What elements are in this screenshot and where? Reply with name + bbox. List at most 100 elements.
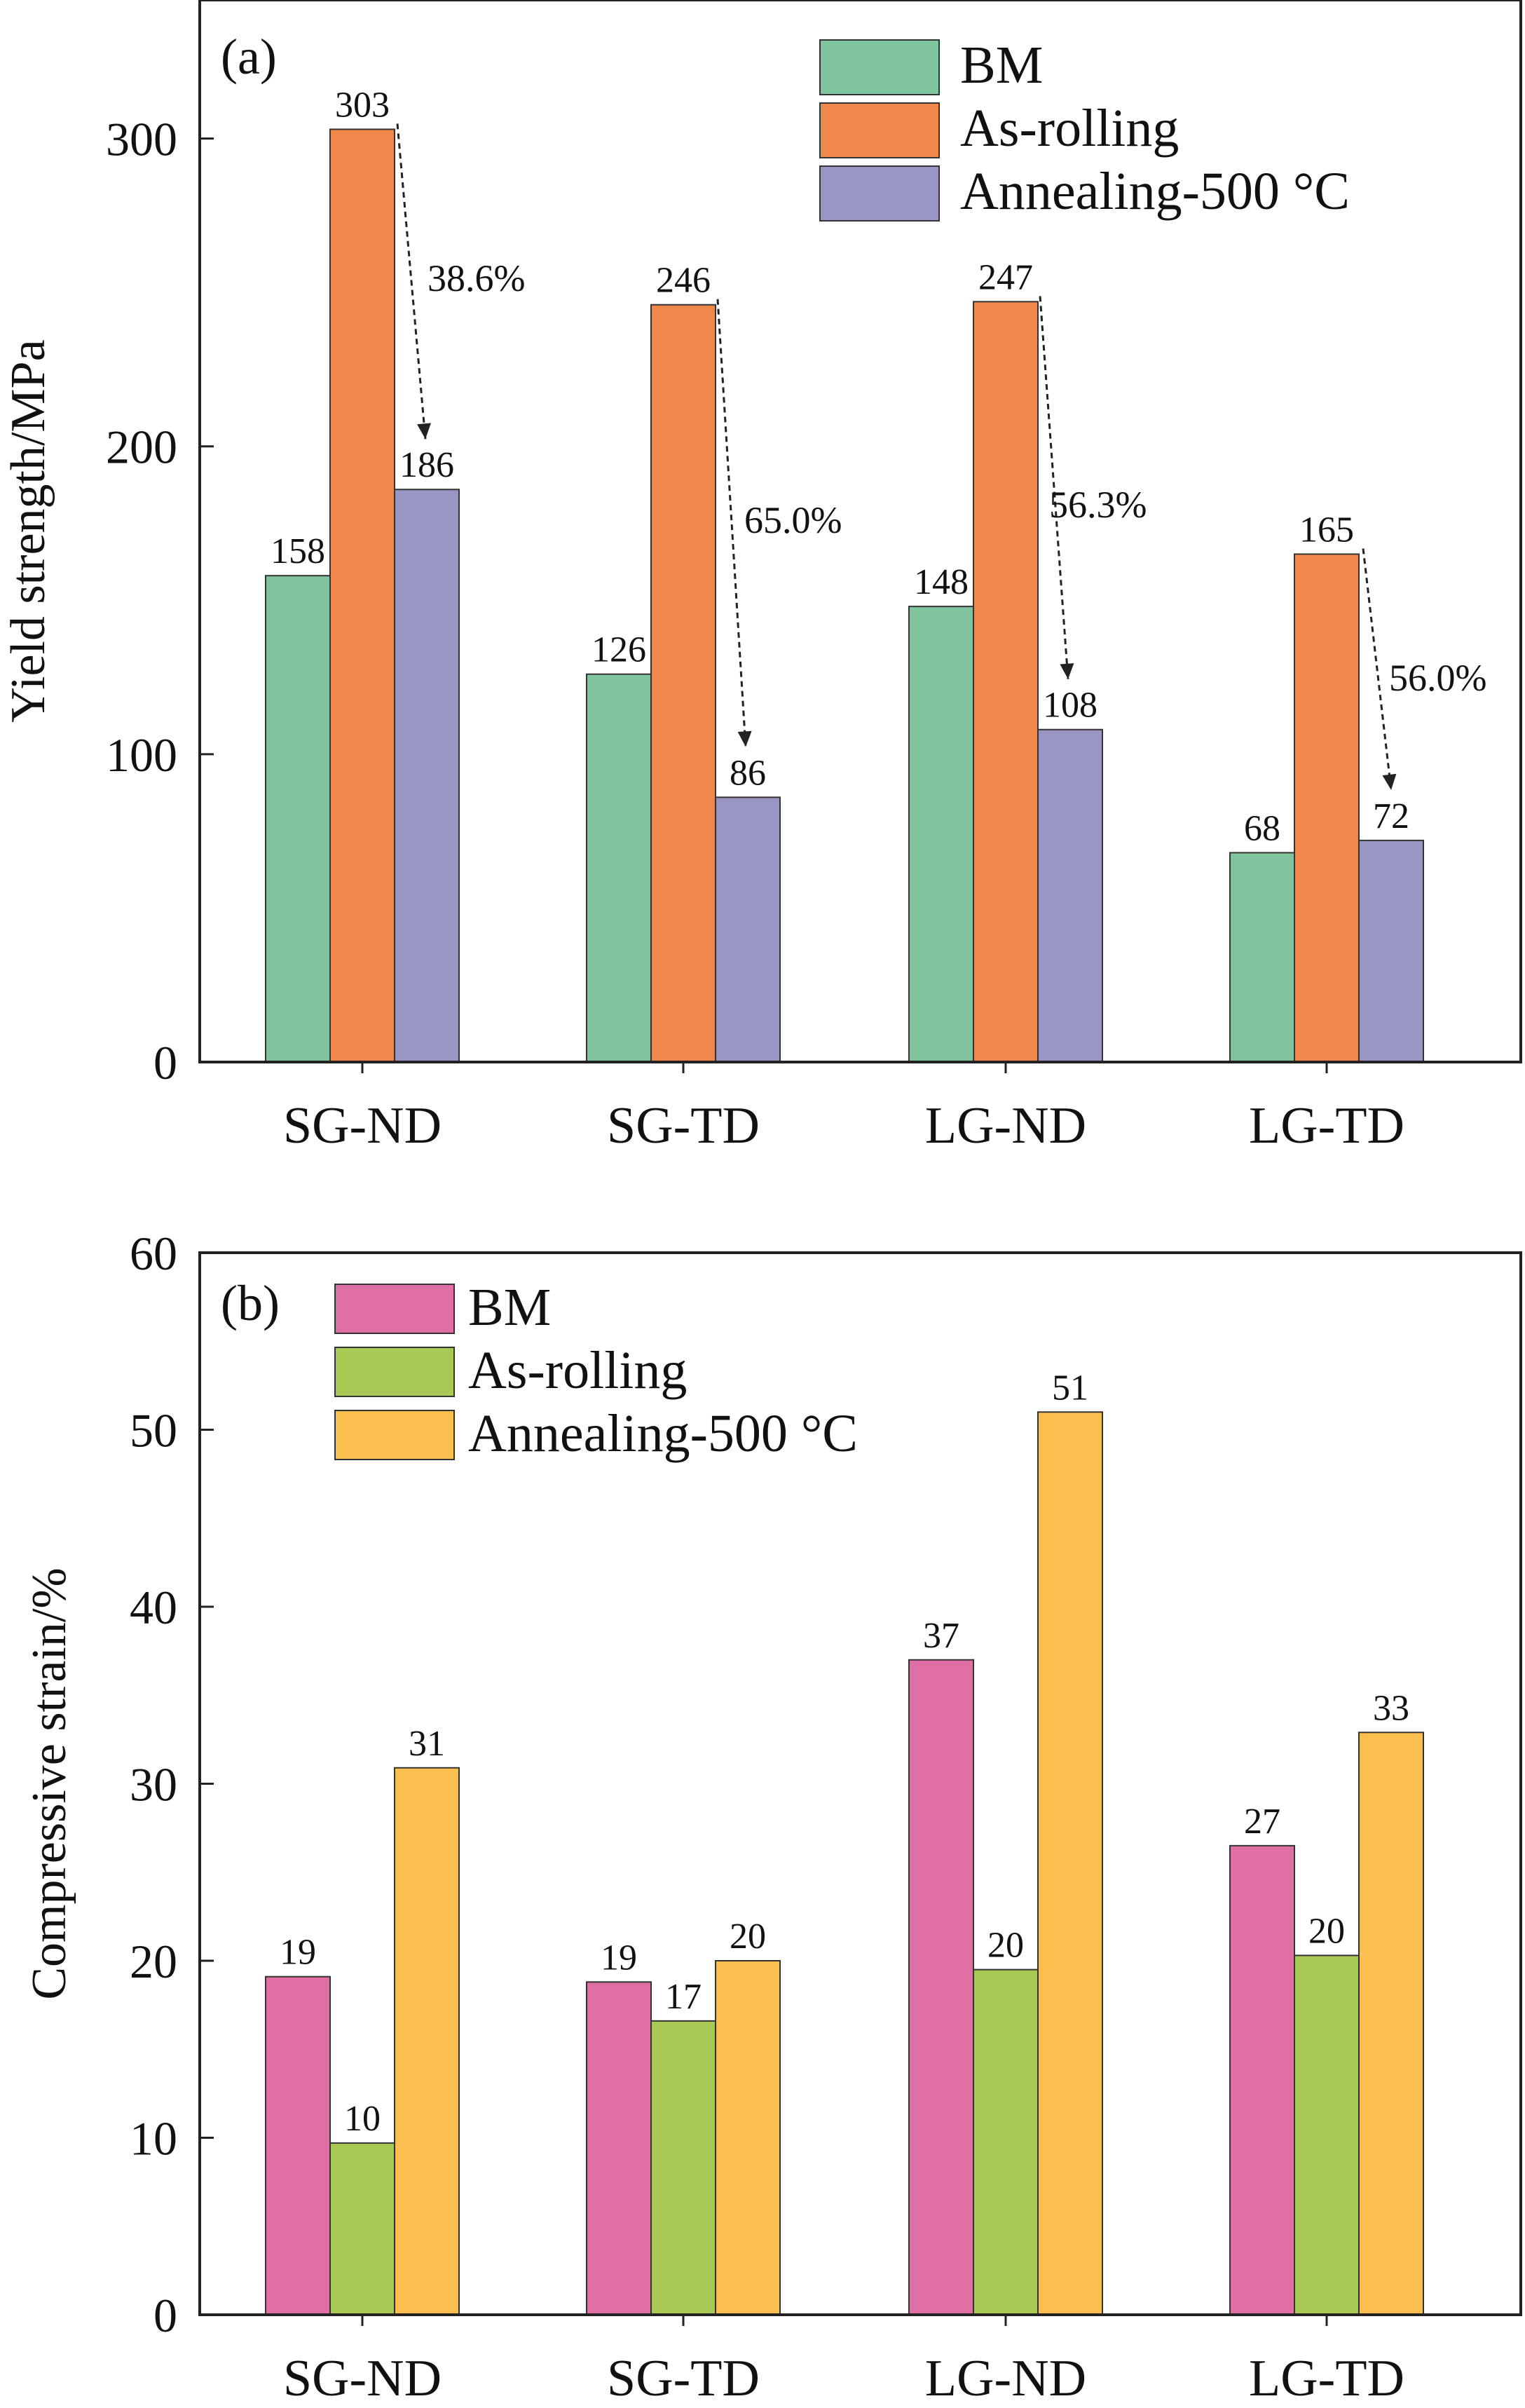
value-label-as-rolling-lg-td: 20 <box>1308 1911 1345 1951</box>
bar-annealing-500-c-sg-td <box>715 1960 781 2315</box>
y-axis-title: Compressive strain/% <box>22 1567 76 1999</box>
annotation-percent-lg-td: 56.0% <box>1389 657 1486 699</box>
x-tick-label-sg-nd: SG-ND <box>283 1097 442 1155</box>
y-tick-label-100: 100 <box>106 728 177 782</box>
value-label-bm-lg-td: 27 <box>1244 1802 1280 1842</box>
annotation-arrowhead-sg-nd <box>417 423 432 440</box>
y-tick-label-60: 60 <box>130 1227 177 1280</box>
value-label-bm-sg-nd: 19 <box>280 1933 316 1973</box>
y-tick-label-300: 300 <box>106 113 177 166</box>
legend-swatch-as-rolling <box>819 102 940 158</box>
x-tick-label-sg-td: SG-TD <box>607 1097 760 1155</box>
value-label-as-rolling-lg-nd: 247 <box>978 257 1033 297</box>
bar-as-rolling-lg-nd <box>973 1968 1039 2315</box>
legend-label-bm: BM <box>468 1278 551 1337</box>
bar-as-rolling-sg-nd <box>329 2142 395 2315</box>
bar-as-rolling-sg-td <box>650 2020 716 2316</box>
plot-frame <box>198 1251 1522 2316</box>
bar-bm-lg-nd <box>908 1659 974 2315</box>
value-label-annealing-500-c-sg-nd: 186 <box>399 445 454 485</box>
legend-swatch-annealing-500-c <box>334 1410 455 1460</box>
bar-annealing-500-c-lg-td <box>1358 1732 1424 2315</box>
panel-a-yield-strength-chart: 158 303 186 SG-ND 126 246 86 SG-TD 148 247 108 LG-N… <box>1 0 1522 1155</box>
value-label-annealing-500-c-lg-td: 72 <box>1373 796 1409 836</box>
value-label-annealing-500-c-sg-nd: 31 <box>409 1724 445 1764</box>
value-label-as-rolling-lg-td: 165 <box>1299 510 1354 550</box>
bar-as-rolling-lg-td <box>1294 1954 1360 2316</box>
value-label-annealing-500-c-sg-td: 86 <box>730 753 766 793</box>
bar-bm-sg-td <box>586 1981 652 2316</box>
y-tick-label-10: 10 <box>130 2112 177 2165</box>
bar-annealing-500-c-sg-nd <box>394 489 460 1063</box>
panel-tag: (a) <box>221 29 277 85</box>
x-tick-label-lg-nd: LG-ND <box>925 1097 1086 1155</box>
value-label-annealing-500-c-sg-td: 20 <box>730 1917 766 1957</box>
bar-bm-sg-nd <box>265 1975 331 2316</box>
value-label-bm-sg-nd: 158 <box>271 531 325 571</box>
value-label-as-rolling-lg-nd: 20 <box>987 1926 1024 1966</box>
y-axis-title: Yield strength/MPa <box>1 339 55 722</box>
annotation-arrowhead-lg-td <box>1382 773 1397 790</box>
legend-label-annealing-500-c: Annealing-500 °C <box>468 1404 858 1463</box>
bar-bm-sg-td <box>586 673 652 1063</box>
bar-as-rolling-lg-td <box>1294 553 1360 1063</box>
plot-frame <box>198 0 1522 1063</box>
value-label-bm-lg-nd: 148 <box>914 562 969 602</box>
x-tick-label-lg-td: LG-TD <box>1249 1097 1404 1155</box>
bar-bm-lg-td <box>1229 1844 1295 2315</box>
annotation-arrow-line-sg-td <box>716 299 747 747</box>
legend-label-as-rolling: As-rolling <box>468 1341 687 1400</box>
y-tick-label-0: 0 <box>153 1036 177 1089</box>
annotation-arrow-line-lg-nd <box>1039 296 1069 679</box>
bar-bm-lg-nd <box>908 606 974 1063</box>
annotation-arrowhead-sg-td <box>737 730 752 747</box>
annotation-arrow-line-sg-nd <box>396 123 427 440</box>
bar-as-rolling-lg-nd <box>973 301 1039 1063</box>
bar-bm-lg-td <box>1229 852 1295 1063</box>
y-tick-label-40: 40 <box>130 1581 177 1634</box>
panel-b-compressive-strain-chart: 19 10 31 SG-ND 19 17 20 SG-TD 37 20 51 LG-ND 27 20 33 L… <box>22 1227 1522 2407</box>
legend-swatch-bm <box>819 39 940 95</box>
value-label-as-rolling-sg-nd: 303 <box>335 85 390 125</box>
y-tick-label-200: 200 <box>106 421 177 474</box>
value-label-as-rolling-sg-td: 17 <box>665 1977 702 2017</box>
annotation-percent-sg-td: 65.0% <box>744 499 842 541</box>
value-label-as-rolling-sg-nd: 10 <box>344 2099 381 2139</box>
bar-annealing-500-c-lg-nd <box>1037 728 1103 1063</box>
value-label-annealing-500-c-lg-nd: 108 <box>1043 686 1097 726</box>
annotation-arrow-line-lg-td <box>1362 548 1393 790</box>
value-label-annealing-500-c-lg-td: 33 <box>1373 1688 1409 1728</box>
x-tick-label-sg-nd: SG-ND <box>283 2350 442 2407</box>
legend-swatch-bm <box>334 1284 455 1334</box>
annotation-percent-sg-nd: 38.6% <box>428 257 525 299</box>
annotation-percent-lg-nd: 56.3% <box>1049 484 1147 526</box>
legend-label-annealing-500-c: Annealing-500 °C <box>960 162 1350 221</box>
value-label-as-rolling-sg-td: 246 <box>656 261 711 301</box>
legend-label-as-rolling: As-rolling <box>960 99 1179 158</box>
value-label-bm-lg-td: 68 <box>1244 808 1280 848</box>
bar-annealing-500-c-lg-td <box>1358 839 1424 1063</box>
bar-bm-sg-nd <box>265 575 331 1063</box>
value-label-bm-lg-nd: 37 <box>923 1616 959 1656</box>
annotation-arrowhead-lg-nd <box>1060 663 1074 679</box>
y-tick-label-20: 20 <box>130 1935 177 1988</box>
bar-as-rolling-sg-nd <box>329 128 395 1063</box>
value-label-annealing-500-c-lg-nd: 51 <box>1052 1368 1088 1408</box>
y-tick-label-0: 0 <box>153 2289 177 2342</box>
panel-tag: (b) <box>221 1275 280 1331</box>
legend-label-bm: BM <box>960 36 1043 95</box>
x-tick-label-sg-td: SG-TD <box>607 2350 760 2407</box>
bar-annealing-500-c-lg-nd <box>1037 1411 1103 2315</box>
x-tick-label-lg-td: LG-TD <box>1249 2350 1404 2407</box>
value-label-bm-sg-td: 19 <box>601 1938 637 1978</box>
y-tick-label-50: 50 <box>130 1404 177 1457</box>
bar-as-rolling-sg-td <box>650 304 716 1063</box>
y-tick-label-30: 30 <box>130 1758 177 1811</box>
legend-swatch-annealing-500-c <box>819 165 940 222</box>
legend-swatch-as-rolling <box>334 1347 455 1397</box>
bar-annealing-500-c-sg-td <box>715 796 781 1063</box>
value-label-bm-sg-td: 126 <box>591 630 646 670</box>
bar-annealing-500-c-sg-nd <box>394 1767 460 2315</box>
x-tick-label-lg-nd: LG-ND <box>925 2350 1086 2407</box>
